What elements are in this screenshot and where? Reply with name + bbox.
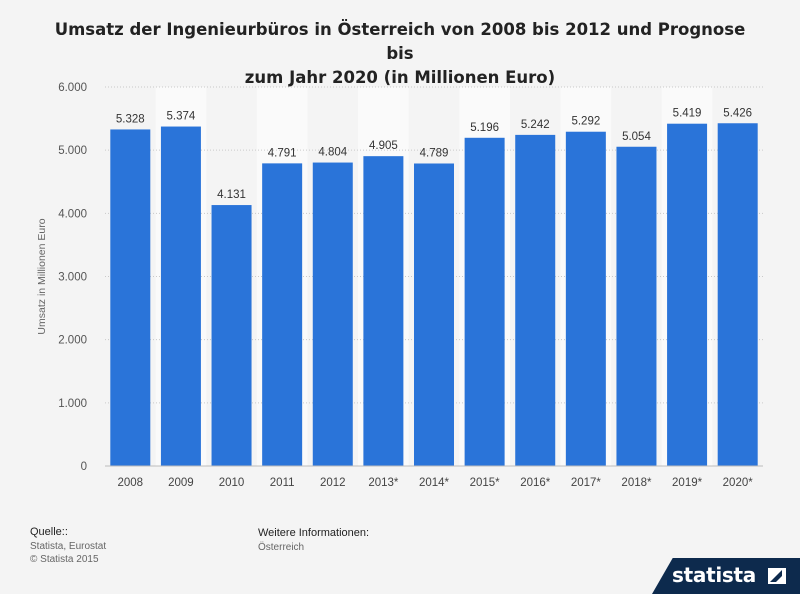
bar	[616, 146, 657, 466]
x-tick-label: 2011	[270, 477, 295, 489]
statista-logo-text: statista	[672, 563, 756, 587]
x-tick-label: 2020*	[723, 477, 754, 489]
x-tick-label: 2017*	[571, 477, 602, 489]
bar	[160, 126, 201, 467]
source-line-2: © Statista 2015	[30, 554, 99, 565]
x-tick-label: 2010	[219, 477, 245, 489]
info-label: Weitere Informationen:	[258, 527, 370, 539]
x-tick-label: 2012	[320, 477, 346, 489]
bar	[717, 123, 758, 467]
bar-value-label: 5.328	[116, 113, 145, 125]
x-tick-label: 2008	[118, 477, 144, 489]
bar-value-label: 5.292	[571, 116, 600, 128]
bar-value-label: 4.905	[369, 140, 398, 152]
bar-value-label: 5.054	[622, 131, 651, 143]
bar-value-label: 4.804	[318, 147, 347, 159]
bar	[414, 163, 454, 467]
chart-title-line-2: zum Jahr 2020 (in Millionen Euro)	[244, 68, 556, 87]
bar	[110, 129, 151, 466]
x-tick-label: 2014*	[419, 477, 450, 489]
bar-value-label: 4.791	[268, 147, 297, 159]
y-tick-label: 4.000	[58, 208, 87, 220]
x-tick-label: 2009	[168, 477, 194, 489]
bar-value-label: 5.374	[167, 111, 196, 123]
bar	[211, 205, 252, 466]
x-tick-label: 2015*	[470, 477, 501, 489]
x-tick-label: 2019*	[672, 477, 703, 489]
source-label: Quelle::	[30, 526, 68, 538]
bar	[312, 162, 353, 466]
bar-value-label: 4.131	[217, 189, 246, 201]
bar-value-label: 4.789	[420, 147, 449, 159]
y-tick-label: 1.000	[58, 398, 87, 410]
bar-value-label: 5.426	[723, 107, 752, 119]
y-tick-label: 5.000	[58, 145, 87, 157]
bar	[565, 131, 606, 467]
bar	[363, 156, 404, 467]
statista-arrow-icon	[768, 568, 786, 584]
bar-value-label: 5.196	[470, 122, 499, 134]
bar-value-label: 5.419	[673, 108, 702, 120]
bar	[667, 123, 708, 467]
x-tick-label: 2016*	[520, 477, 551, 489]
y-tick-label: 2.000	[58, 335, 87, 347]
y-tick-label: 0	[81, 461, 87, 473]
bar	[464, 137, 505, 466]
bar	[262, 163, 303, 466]
source-line-1: Statista, Eurostat	[30, 541, 107, 552]
x-tick-label: 2018*	[621, 477, 652, 489]
chart-title-line-1: Umsatz der Ingenieurbüros in Österreich …	[54, 20, 746, 63]
chart-title: Umsatz der Ingenieurbüros in Österreich …	[40, 18, 760, 90]
y-tick-label: 3.000	[58, 272, 87, 284]
bar	[515, 134, 556, 466]
info-value: Österreich	[258, 542, 305, 553]
bar-value-label: 5.242	[521, 119, 550, 131]
x-tick-label: 2013*	[368, 477, 399, 489]
y-tick-label: 6.000	[58, 82, 87, 94]
y-axis-label: Umsatz in Millionen Euro	[36, 218, 48, 334]
